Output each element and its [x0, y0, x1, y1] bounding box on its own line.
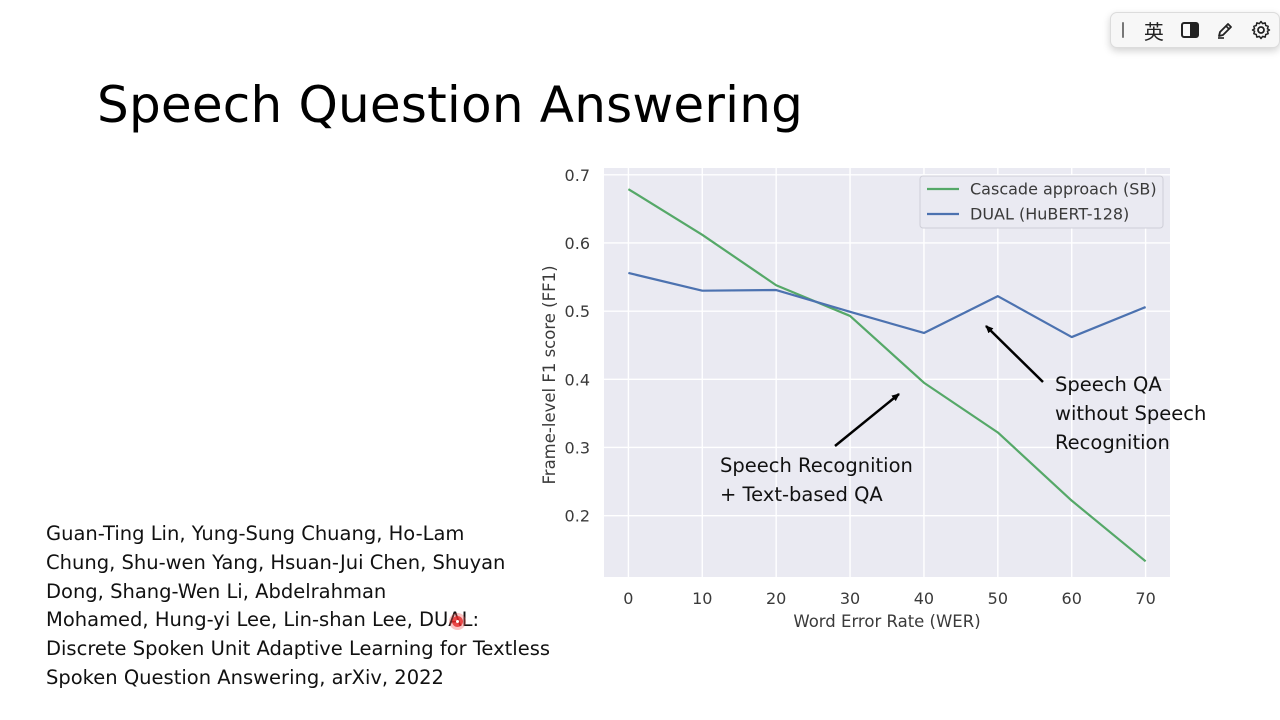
- x-tick-label: 10: [692, 589, 712, 608]
- plot-area: [604, 168, 1170, 577]
- legend: Cascade approach (SB) DUAL (HuBERT-128): [919, 175, 1164, 229]
- pen-icon: [1218, 23, 1233, 39]
- x-tick-label: 30: [840, 589, 860, 608]
- y-tick-label: 0.7: [565, 166, 590, 185]
- ime-toolbar: 英: [1110, 12, 1280, 48]
- legend-entry: Cascade approach (SB): [970, 180, 1157, 199]
- handwriting-button[interactable]: [1207, 15, 1243, 45]
- series-group: [627, 188, 1147, 563]
- x-tick-label: 40: [914, 589, 934, 608]
- tick-labels: 0 10 20 30 40 50 60 70 0.2 0.3 0.4 0.5 0.6 0.7: [565, 166, 1156, 608]
- y-tick-label: 0.5: [565, 302, 590, 321]
- dual-annotation-arrow: [985, 325, 1044, 383]
- y-tick-label: 0.4: [565, 370, 590, 389]
- cascade-annotation-line: + Text-based QA: [720, 483, 883, 506]
- citation-line: Guan-Ting Lin, Yung-Sung Chuang, Ho-Lam: [46, 522, 465, 545]
- layout-icon: [1180, 22, 1199, 38]
- slide-title: Speech Question Answering: [97, 76, 804, 134]
- dual-annotation: Speech QA without Speech Recognition: [1055, 370, 1206, 457]
- citation-line: Dong, Shang-Wen Li, Abdelrahman: [46, 579, 387, 603]
- citation-line: Mohamed, Hung-yi Lee, Lin-shan Lee, DUAL…: [46, 608, 480, 632]
- laser-pointer: [452, 616, 463, 627]
- y-axis-label: Frame-level F1 score (FF1): [540, 265, 559, 484]
- x-tick-label: 20: [766, 589, 786, 608]
- drag-handle[interactable]: [1122, 22, 1124, 38]
- citation-line: Spoken Question Answering, arXiv, 2022: [46, 665, 444, 689]
- y-tick-label: 0.2: [565, 507, 590, 526]
- citation: Guan-Ting Lin, Yung-Sung Chuang, Ho-Lam …: [46, 520, 556, 693]
- grid-lines: [604, 168, 1170, 577]
- cascade-annotation-line: Speech Recognition: [720, 454, 913, 477]
- gear-icon: [1251, 20, 1271, 40]
- cascade-annotation-arrow: [834, 393, 900, 447]
- x-tick-label: 70: [1135, 589, 1155, 608]
- dual-series-line: [628, 271, 1147, 339]
- legend-entry: DUAL (HuBERT-128): [970, 205, 1129, 224]
- x-tick-label: 60: [1062, 589, 1082, 608]
- language-toggle-button[interactable]: 英: [1143, 19, 1164, 44]
- dual-annotation-line: Speech QA: [1055, 373, 1162, 396]
- citation-line: Discrete Spoken Unit Adaptive Learning f…: [46, 637, 551, 661]
- cascade-series-line: [627, 188, 1147, 563]
- layout-button[interactable]: [1172, 15, 1208, 45]
- y-tick-label: 0.6: [565, 234, 590, 253]
- dual-annotation-line: without Speech: [1055, 402, 1207, 425]
- citation-line: Chung, Shu-wen Yang, Hsuan-Jui Chen, Shu…: [46, 550, 506, 574]
- x-tick-label: 0: [623, 589, 633, 608]
- y-tick-label: 0.3: [565, 438, 590, 457]
- x-tick-label: 50: [988, 589, 1008, 608]
- cascade-annotation: Speech Recognition + Text-based QA: [720, 451, 913, 509]
- x-axis-label: Word Error Rate (WER): [793, 612, 980, 631]
- legend-box: [919, 175, 1164, 229]
- settings-button[interactable]: [1243, 15, 1279, 45]
- dual-annotation-line: Recognition: [1055, 431, 1170, 454]
